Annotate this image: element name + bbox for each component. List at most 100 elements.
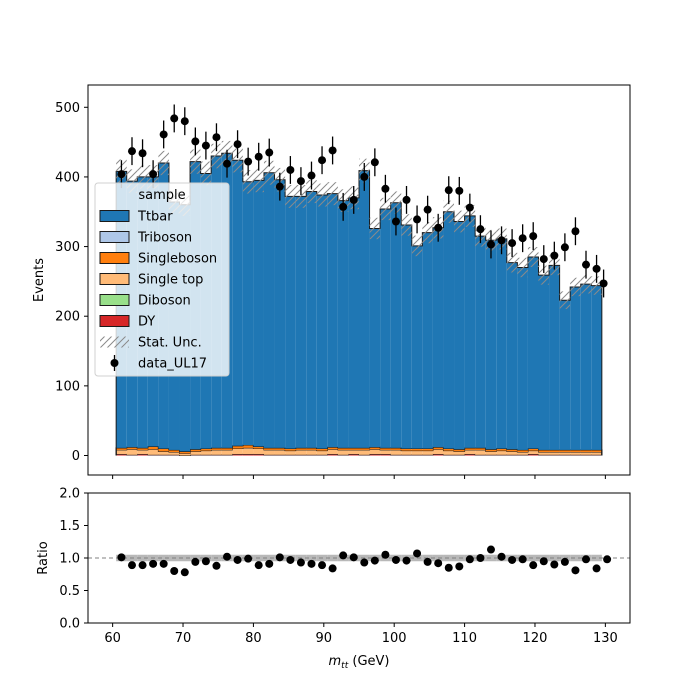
stack-bar-single-top [432, 449, 444, 455]
stack-bar-single-top [496, 450, 507, 455]
data-point [402, 195, 411, 204]
legend-title: sample [138, 188, 185, 203]
ratio-point [296, 558, 305, 567]
stack-bar-single-top [337, 449, 349, 455]
data-point [560, 243, 569, 252]
data-point [370, 158, 379, 167]
main-y-tick-label: 500 [55, 101, 80, 116]
stack-bar-dy [242, 454, 254, 456]
stack-bar-single-top [232, 448, 243, 455]
stack-bar-dy [137, 454, 148, 456]
stack-bar-single-top [369, 449, 381, 455]
stat-unc-band [559, 291, 571, 310]
legend-swatch [99, 315, 130, 327]
stack-bar-singleboson [432, 447, 444, 450]
stack-bar-singleboson [337, 447, 349, 450]
stack-bar-ttbar [316, 195, 328, 449]
ratio-point [444, 563, 453, 572]
stack-bar-ttbar [454, 221, 465, 450]
stack-bar-dy [527, 454, 539, 456]
x-tick-label: 100 [382, 631, 407, 646]
ratio-point [159, 559, 168, 568]
stat-unc-band [506, 252, 518, 273]
data-point [550, 251, 559, 260]
ratio-unc-band [263, 554, 275, 562]
stack-bar-single-top [274, 449, 286, 455]
ratio-point [560, 557, 569, 566]
x-tick-label: 70 [175, 631, 192, 646]
stack-bar-singleboson [369, 447, 381, 450]
stack-bar-ttbar [411, 245, 423, 449]
stack-bar-singleboson [485, 449, 497, 452]
data-point [233, 140, 242, 149]
data-point [275, 182, 284, 191]
ratio-point [223, 552, 232, 561]
stat-unc-band [369, 217, 381, 240]
ratio-unc-band [549, 554, 560, 562]
data-point [149, 170, 158, 179]
x-axis-label-sub: tt [341, 661, 349, 671]
stack-bar-singleboson [538, 449, 550, 453]
stat-unc-band [137, 165, 148, 189]
data-point [212, 133, 221, 142]
stack-bar-ttbar [559, 300, 571, 450]
data-point [360, 172, 369, 181]
ratio-unc-band [137, 554, 148, 562]
stack-bar-ttbar [432, 227, 444, 448]
stack-bar-dy [327, 454, 338, 456]
stat-unc-band [570, 277, 581, 297]
ratio-point [391, 555, 400, 564]
stack-bar-singleboson [285, 448, 296, 451]
data-point [455, 186, 464, 195]
stack-bar-singleboson [158, 448, 169, 452]
stack-bar-single-top [443, 450, 455, 455]
stat-unc-band [242, 170, 254, 194]
stack-bar-singleboson [179, 451, 191, 454]
ratio-point [117, 553, 126, 562]
stack-bar-single-top [147, 449, 159, 455]
main-axes-frame [87, 84, 631, 476]
stack-bar-singleboson [454, 449, 465, 452]
stack-bar-singleboson [263, 447, 275, 450]
stack-bar-single-top [559, 452, 571, 455]
ratio-y-tick-label: 1.0 [59, 552, 80, 567]
ratio-point [233, 555, 242, 564]
data-point [127, 147, 136, 156]
legend-swatch [99, 252, 130, 264]
legend: sample Ttbar Triboson Singleboson Single top… [94, 182, 230, 377]
data-point [571, 227, 580, 236]
data-point [318, 156, 327, 165]
stack-bar-single-top [221, 449, 233, 455]
stack-bar-ttbar [274, 179, 286, 448]
stat-unc-band [158, 150, 169, 176]
stack-bar-singleboson [443, 448, 455, 451]
stack-bar-ttbar [496, 238, 507, 449]
x-tick-label: 110 [452, 631, 477, 646]
legend-label: Diboson [138, 294, 191, 309]
legend-swatch [99, 231, 130, 243]
stack-bar-single-top [316, 450, 328, 455]
stack-bar-singleboson [221, 447, 233, 450]
ratio-point [212, 561, 221, 570]
stack-bar-dy [348, 454, 359, 456]
ratio-point [413, 549, 422, 558]
stack-bar-ttbar [401, 224, 412, 449]
legend-swatch [99, 273, 130, 285]
data-point [476, 225, 485, 234]
stat-unc-band [232, 148, 243, 173]
stat-unc-band [390, 191, 402, 214]
ratio-unc-band [591, 554, 602, 562]
stack-bar-singleboson [242, 445, 254, 448]
legend-swatch-hatch [100, 336, 129, 348]
stack-bar-single-top [390, 449, 402, 455]
data-point [265, 148, 274, 157]
ratio-unc-band [527, 554, 539, 562]
ratio-point [127, 561, 136, 570]
x-tick-label: 130 [593, 631, 618, 646]
ratio-point [244, 554, 253, 563]
stack-bar-single-top [411, 450, 423, 455]
ratio-point [497, 552, 506, 561]
stack-bar-single-top [517, 452, 528, 455]
ratio-panel: 0.0 0.5 1.0 1.5 2.0 60 70 80 90 100 110 120 130 Ratio… [36, 487, 631, 671]
data-point [508, 239, 517, 248]
